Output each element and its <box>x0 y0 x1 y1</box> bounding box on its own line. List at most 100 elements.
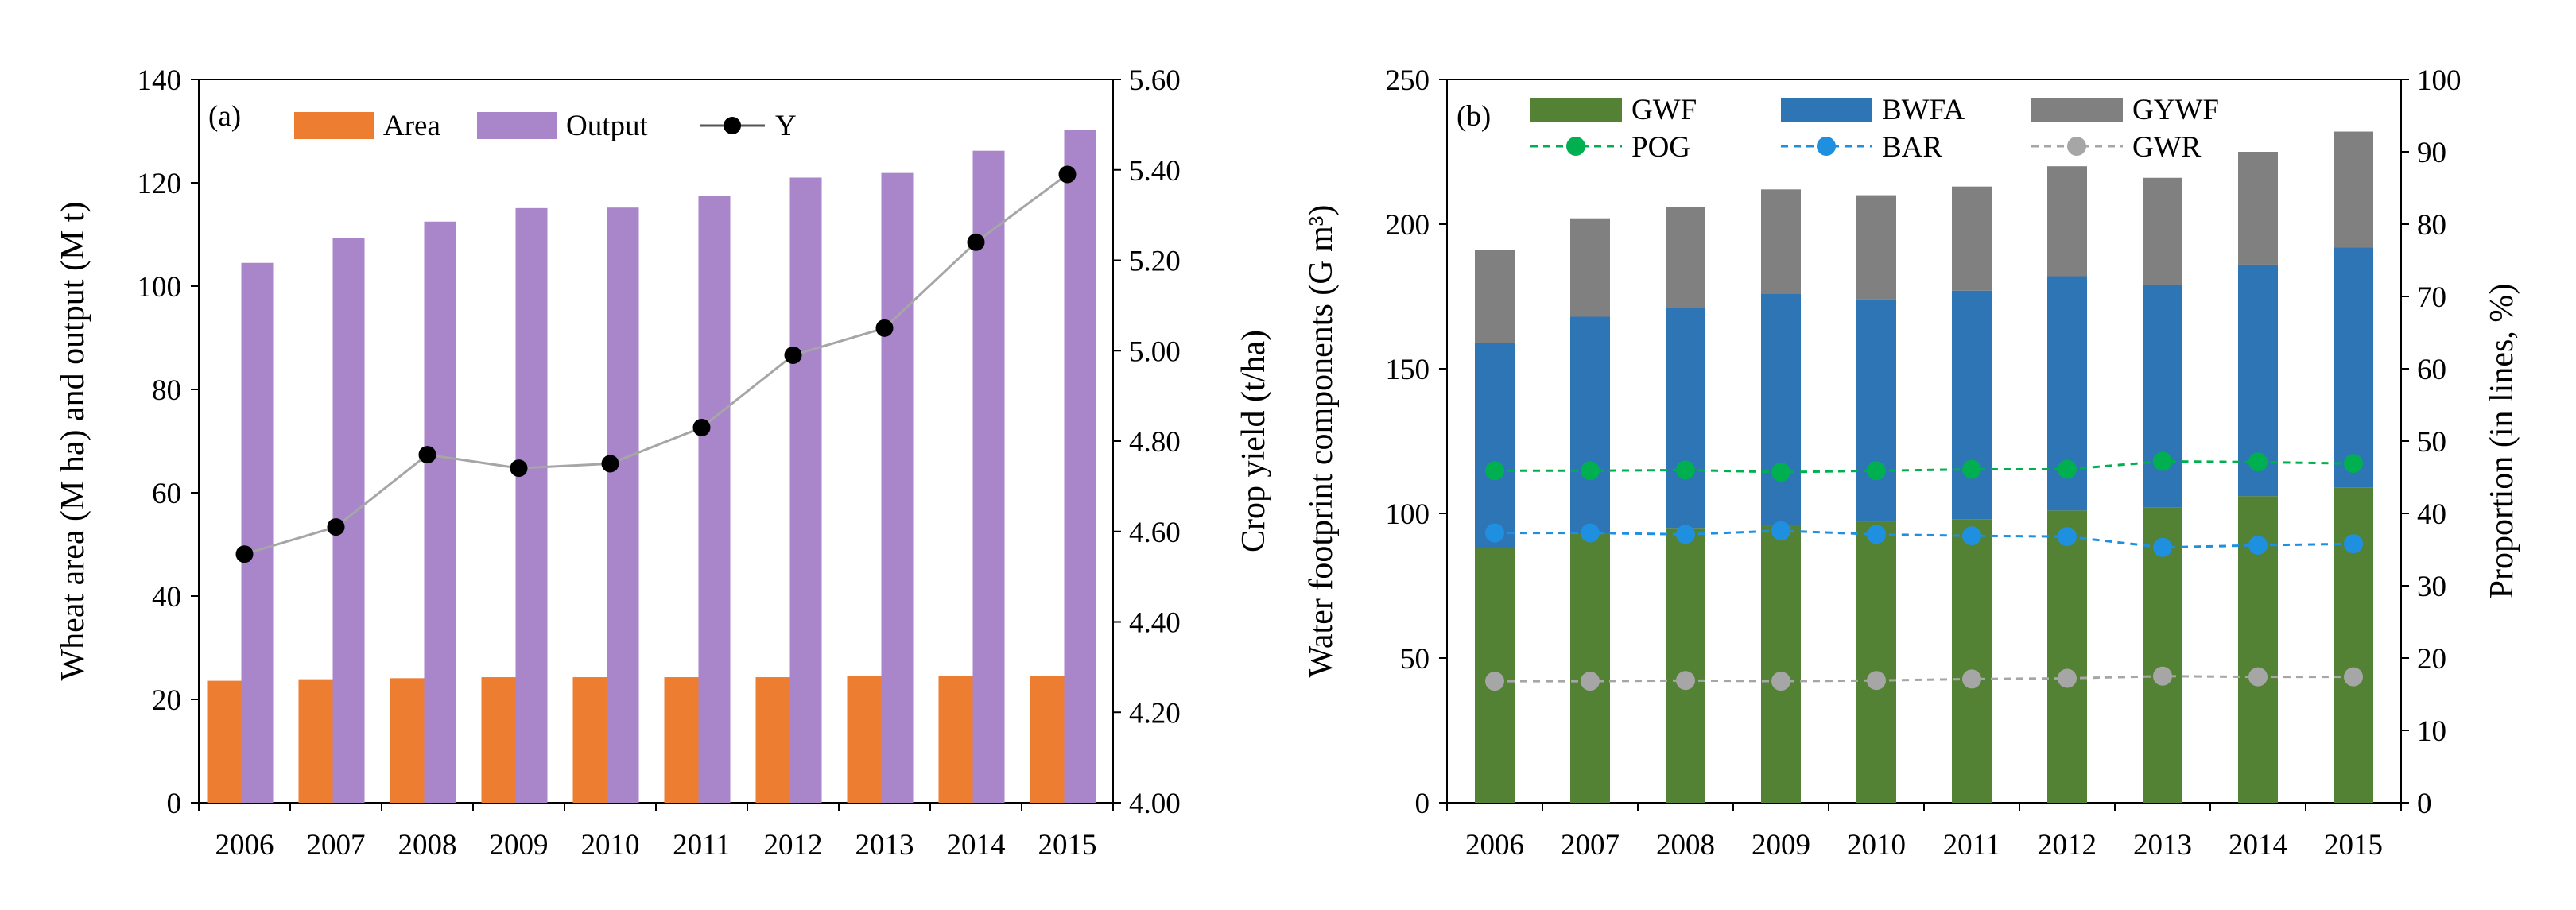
bar-area-2015 <box>1030 676 1065 803</box>
panel-b: 0 50 100 150 200 250 0 10 20 30 40 50 60 70 80 90 100 200… <box>1303 64 2520 862</box>
legend-a: Area Output Y <box>294 110 797 142</box>
y2-tick-label: 5.20 <box>1129 246 1181 278</box>
bar-gwf-2009 <box>1761 525 1801 803</box>
point-bar-2015 <box>2344 534 2363 554</box>
x-tick-label: 2008 <box>1656 829 1715 862</box>
bar-gwf-2010 <box>1856 521 1896 803</box>
x-tick-label: 2013 <box>855 829 914 862</box>
point-yield-2010 <box>601 455 619 473</box>
bar-output-2008 <box>424 221 456 803</box>
point-gwr-2011 <box>1962 669 1981 689</box>
legend-swatch-bwfa <box>1781 98 1872 122</box>
y2-tick-label: 4.00 <box>1129 788 1181 820</box>
y-tick-label: 140 <box>138 64 182 97</box>
bar-output-2006 <box>241 262 274 803</box>
legend-swatch-output <box>477 112 557 139</box>
bar-gywf-2014 <box>2238 152 2278 265</box>
bar-bwfa-2009 <box>1761 293 1801 525</box>
legend-b: GWF BWFA GYWF POG BAR GWR <box>1530 94 2219 164</box>
point-pog-2015 <box>2344 454 2363 474</box>
x-tick-label: 2013 <box>2133 829 2192 862</box>
y-tick-label: 100 <box>1386 498 1430 531</box>
bar-output-2013 <box>881 172 914 803</box>
y2-tick-label: 70 <box>2417 281 2446 314</box>
x-tick-label: 2012 <box>2038 829 2097 862</box>
legend-label-output: Output <box>566 110 649 142</box>
bar-bwfa-2011 <box>1952 290 1992 520</box>
y2-tick-label: 90 <box>2417 137 2446 169</box>
x-tick-label: 2009 <box>1752 829 1810 862</box>
bar-output-2009 <box>515 207 548 804</box>
x-tick-label: 2010 <box>581 829 640 862</box>
bar-gwf-2011 <box>1952 519 1992 803</box>
legend-swatch-gwf <box>1530 98 1622 122</box>
legend-label-gwr: GWR <box>2132 131 2202 164</box>
y2-tick-label: 5.40 <box>1129 155 1181 188</box>
y-axis-title: Wheat area (M ha) and output (M t) <box>55 202 91 681</box>
point-gwr-2013 <box>2153 666 2172 686</box>
y-tick-label: 20 <box>152 684 181 717</box>
point-yield-2015 <box>1058 165 1077 184</box>
y2-tick-label: 40 <box>2417 498 2446 531</box>
x-tick-label: 2007 <box>307 829 366 862</box>
y2-tick-label: 80 <box>2417 209 2446 242</box>
line-gwr <box>1495 675 2353 683</box>
bar-bwfa-2008 <box>1666 308 1705 529</box>
y2-tick-label: 0 <box>2417 788 2432 820</box>
point-yield-2008 <box>418 446 436 464</box>
legend-swatch-bar-marker <box>1817 137 1836 156</box>
bar-area-2006 <box>207 680 242 803</box>
y2-tick-label: 20 <box>2417 643 2446 676</box>
y-tick-label: 250 <box>1386 64 1430 97</box>
point-yield-2007 <box>327 518 345 536</box>
y-tick-label: 200 <box>1386 209 1430 242</box>
y2-tick-label: 30 <box>2417 571 2446 603</box>
bar-area-2009 <box>481 677 516 803</box>
bar-area-2013 <box>847 676 882 803</box>
bar-gywf-2012 <box>2047 166 2087 277</box>
point-gwr-2008 <box>1676 671 1695 691</box>
y2-tick-label: 5.60 <box>1129 64 1181 97</box>
bar-output-2011 <box>698 196 731 803</box>
bar-gywf-2013 <box>2143 177 2182 285</box>
point-bar-2014 <box>2248 536 2268 556</box>
bar-output-2010 <box>607 207 639 803</box>
point-pog-2006 <box>1485 461 1504 481</box>
point-bar-2008 <box>1676 525 1695 544</box>
y-tick-label: 40 <box>152 581 181 614</box>
y-tick-label: 120 <box>138 168 182 200</box>
point-gwr-2010 <box>1867 671 1886 691</box>
x-tick-label: 2009 <box>490 829 549 862</box>
bar-bwfa-2010 <box>1856 299 1896 522</box>
panel-label: (a) <box>208 100 241 133</box>
bar-output-2015 <box>1064 130 1096 803</box>
bar-bwfa-2015 <box>2334 247 2373 488</box>
x-tick-label: 2011 <box>673 829 731 862</box>
bar-gwf-2012 <box>2047 510 2087 803</box>
legend-label-area: Area <box>383 110 440 142</box>
legend-label-gywf: GYWF <box>2132 94 2219 126</box>
y-tick-label: 0 <box>167 788 182 820</box>
bar-gywf-2011 <box>1952 186 1992 291</box>
y-tick-label: 50 <box>1400 643 1430 676</box>
y2-tick-label: 4.60 <box>1129 517 1181 549</box>
legend-swatch-gywf <box>2031 98 2123 122</box>
bar-gywf-2007 <box>1570 218 1610 317</box>
x-tick-label: 2008 <box>398 829 457 862</box>
y-axis-title: Water footprint components (G m³) <box>1303 205 1340 678</box>
point-pog-2010 <box>1867 461 1886 481</box>
y-tick-label: 80 <box>152 374 181 407</box>
y2-tick-label: 4.80 <box>1129 426 1181 459</box>
legend-swatch-yield-marker <box>724 117 741 134</box>
y2-axis-title: Proportion (in lines, %) <box>2484 284 2520 599</box>
y2-tick-label: 50 <box>2417 426 2446 459</box>
point-pog-2008 <box>1676 460 1695 480</box>
point-gwr-2015 <box>2344 667 2363 687</box>
y2-tick-label: 4.20 <box>1129 697 1181 730</box>
point-bar-2006 <box>1485 523 1504 543</box>
line-yield <box>244 173 1069 556</box>
x-tick-label: 2006 <box>215 829 274 862</box>
legend-swatch-gwr-marker <box>2067 137 2086 156</box>
x-tick-label: 2007 <box>1561 829 1620 862</box>
x-tick-label: 2014 <box>947 829 1006 862</box>
